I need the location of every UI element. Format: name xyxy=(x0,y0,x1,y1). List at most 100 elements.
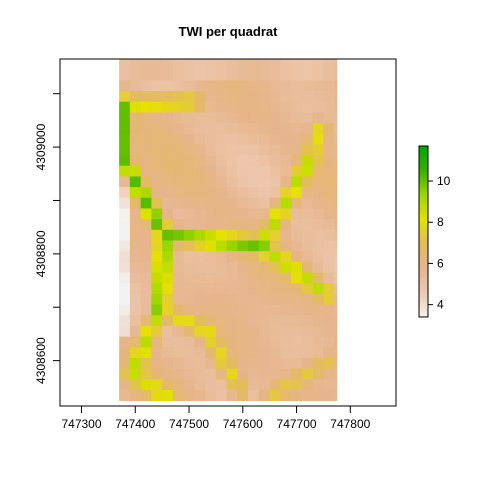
raster-cell xyxy=(248,165,260,177)
raster-cell xyxy=(151,272,163,284)
raster-cell xyxy=(183,165,195,177)
raster-cell xyxy=(291,155,303,167)
raster-cell xyxy=(172,144,185,156)
raster-cell xyxy=(129,304,142,316)
colorbar-swatch xyxy=(419,308,428,312)
colorbar-swatch xyxy=(419,154,428,158)
raster-cell xyxy=(301,229,314,241)
raster-cell xyxy=(140,283,152,295)
raster-cell xyxy=(205,357,217,370)
raster-cell xyxy=(301,379,314,391)
raster-cell xyxy=(129,91,142,103)
raster-cell xyxy=(151,187,163,199)
raster-cell xyxy=(323,165,335,177)
colorbar-swatch xyxy=(419,288,428,292)
raster-cell xyxy=(237,304,249,316)
raster-cell xyxy=(334,80,338,92)
raster-cell xyxy=(151,197,163,209)
raster-cell xyxy=(140,251,152,263)
raster-cell xyxy=(183,176,195,188)
colorbar-swatch xyxy=(419,188,428,193)
raster-cell xyxy=(215,315,228,327)
raster-cell xyxy=(140,325,152,337)
raster-cell xyxy=(119,155,131,167)
raster-cell xyxy=(194,347,206,359)
raster-cell xyxy=(215,101,228,113)
raster-cell xyxy=(129,155,142,167)
raster-cell xyxy=(280,144,292,156)
raster-cell xyxy=(269,261,281,273)
raster-cell xyxy=(334,123,338,135)
raster-cell xyxy=(334,112,338,124)
raster-cell xyxy=(258,357,271,370)
raster-cell xyxy=(269,379,281,391)
raster-cell xyxy=(291,251,303,263)
colorbar-swatch xyxy=(419,274,428,278)
raster-cell xyxy=(194,91,206,103)
raster-cell xyxy=(248,283,260,295)
raster-cell xyxy=(119,347,131,359)
raster-cell xyxy=(312,208,324,220)
raster-cell xyxy=(334,91,338,103)
raster-cell xyxy=(140,80,152,92)
raster-cell xyxy=(248,133,260,145)
raster-cell xyxy=(291,283,303,295)
raster-cell xyxy=(312,91,324,103)
raster-cell xyxy=(291,219,303,231)
raster-cell xyxy=(140,208,152,220)
raster-cell xyxy=(258,229,271,241)
raster-cell xyxy=(226,208,238,220)
raster-cell xyxy=(172,368,185,380)
raster-cell xyxy=(269,59,281,71)
raster-cell xyxy=(269,304,281,316)
raster-cell xyxy=(301,347,314,359)
raster-cell xyxy=(215,272,228,284)
y-tick-label: 4308800 xyxy=(34,230,48,277)
colorbar-swatch xyxy=(419,203,428,207)
raster-cell xyxy=(312,325,324,337)
raster-cell xyxy=(226,144,238,156)
raster-cell xyxy=(151,59,163,71)
y-axis: 4308600 4308800 4309000 xyxy=(34,93,60,384)
raster-cell xyxy=(151,251,163,263)
raster-cell xyxy=(248,240,260,252)
raster-cell xyxy=(140,379,152,391)
raster-cell xyxy=(162,187,174,199)
raster-cell xyxy=(323,336,335,348)
raster-cell xyxy=(323,187,335,199)
colorbar-swatch xyxy=(419,237,428,241)
raster-cell xyxy=(172,123,185,135)
raster-cell xyxy=(194,272,206,284)
raster-cell xyxy=(129,357,142,370)
raster-cell xyxy=(194,229,206,241)
raster-cell xyxy=(194,368,206,380)
raster-cell xyxy=(162,219,174,231)
raster-cell xyxy=(280,187,292,199)
raster-cell xyxy=(119,229,131,241)
colorbar-swatch xyxy=(419,225,428,230)
raster-cell xyxy=(129,325,142,337)
raster-cell xyxy=(312,165,324,177)
raster-cell xyxy=(129,123,142,135)
raster-cell xyxy=(312,293,324,305)
raster-cell xyxy=(151,80,163,92)
raster-cell xyxy=(205,176,217,188)
raster-cell xyxy=(291,112,303,124)
raster-cell xyxy=(291,133,303,145)
raster-cell xyxy=(226,101,238,113)
raster-cell xyxy=(248,304,260,316)
raster-cell xyxy=(205,325,217,337)
raster-cell xyxy=(172,229,185,241)
raster-cell xyxy=(280,357,292,370)
raster-cell xyxy=(269,80,281,92)
raster-cell xyxy=(248,197,260,209)
raster-cell xyxy=(162,208,174,220)
raster-cell xyxy=(301,123,314,135)
raster-cell xyxy=(237,197,249,209)
raster-cell xyxy=(301,187,314,199)
raster-cell xyxy=(258,389,271,402)
raster-cell xyxy=(215,347,228,359)
raster-cell xyxy=(258,325,271,337)
raster-cell xyxy=(183,347,195,359)
